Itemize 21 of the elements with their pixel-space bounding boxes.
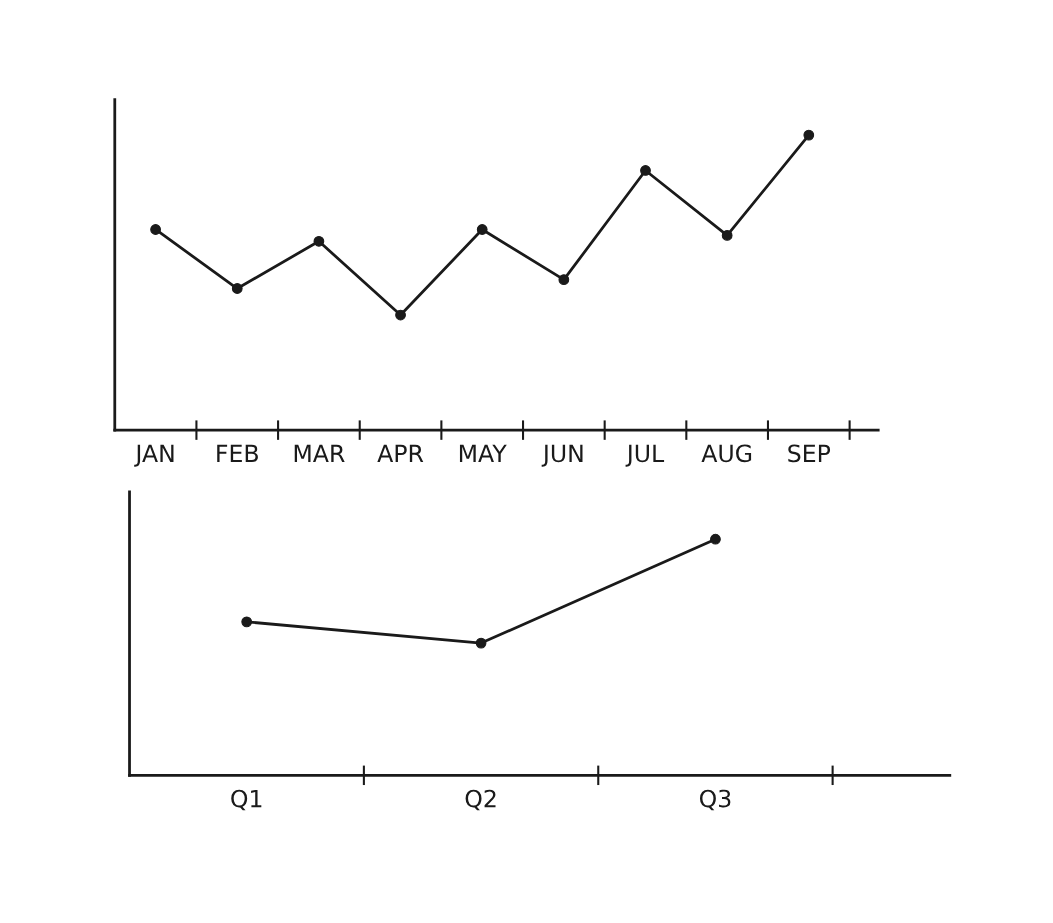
point (803, 129, 815, 141)
x-tick-label: SEP (788, 444, 831, 463)
point (231, 283, 243, 294)
x-tick-label: AUG (701, 444, 752, 463)
point (313, 235, 325, 247)
x-tick-label: FEB (217, 444, 258, 462)
x-tick-label: Q1 (231, 789, 262, 811)
x-tick-label: JUN (541, 444, 583, 467)
x-tick-label: JAN (134, 444, 174, 467)
x-tick-label: JUL (625, 444, 665, 467)
point (150, 224, 161, 235)
x-tick-label: MAY (459, 444, 507, 462)
point (640, 165, 651, 176)
point (476, 224, 488, 235)
x-tick-label: MAR (294, 444, 345, 462)
x-tick-label: Q2 (465, 789, 496, 811)
point (558, 274, 570, 286)
x-tick-label: Q3 (699, 789, 731, 811)
point (395, 309, 406, 321)
point (721, 230, 733, 241)
x-tick-label: APR (377, 444, 424, 462)
